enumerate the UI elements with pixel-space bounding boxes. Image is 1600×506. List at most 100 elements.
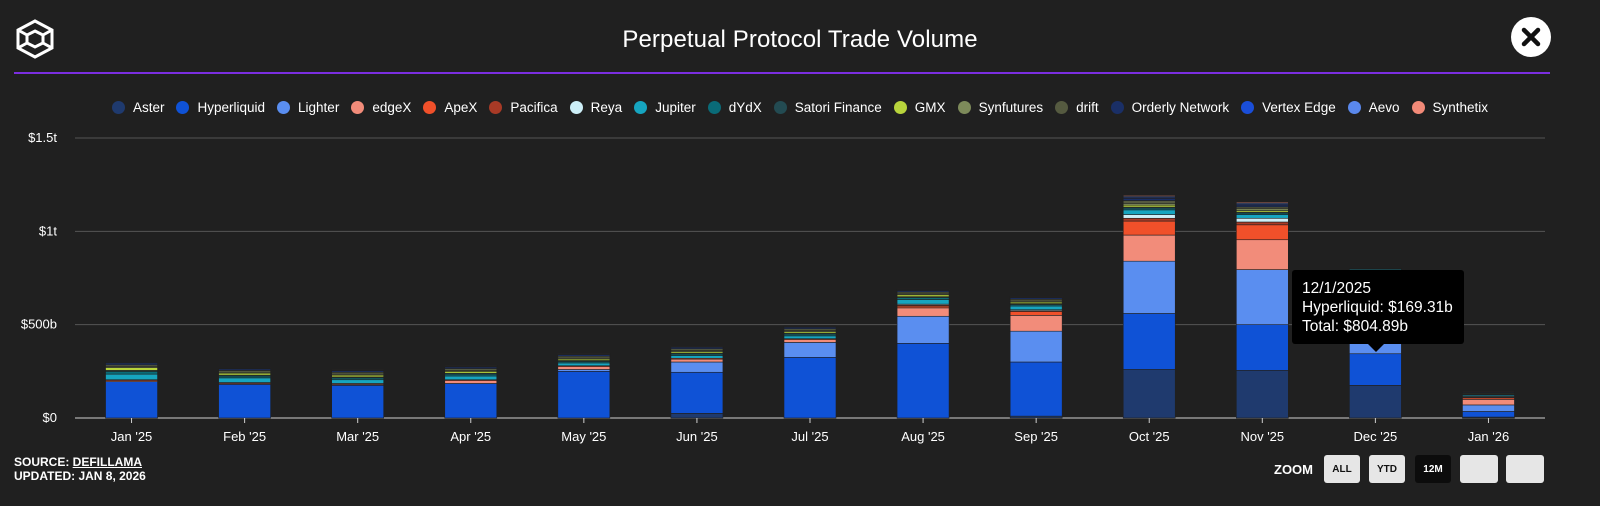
bar-segment-jupiter[interactable] — [1236, 214, 1289, 219]
zoom-extra-button-1[interactable] — [1460, 455, 1498, 483]
bar-segment-edgex[interactable] — [1462, 399, 1515, 406]
legend-dot-icon — [957, 100, 971, 114]
legend-item-drift[interactable]: drift — [1055, 98, 1099, 116]
bar-segment-synthetix[interactable] — [670, 345, 724, 347]
bar-segment-hyperliquid[interactable] — [1349, 353, 1402, 386]
bar-segment-jupiter[interactable] — [1122, 209, 1176, 215]
bar-segment-jupiter[interactable] — [783, 335, 837, 339]
legend-item-aevo[interactable]: Aevo — [1347, 98, 1400, 116]
legend-label: Jupiter — [655, 99, 696, 115]
bar-segment-synthetix[interactable] — [1122, 195, 1176, 197]
bar-segment-reya[interactable] — [1236, 217, 1289, 223]
bar-segment-edgex[interactable] — [1236, 239, 1289, 270]
bar-segment-apex[interactable] — [1236, 224, 1289, 241]
legend-item-gmx[interactable]: GMX — [893, 98, 946, 116]
bar-segment-edgex[interactable] — [1122, 234, 1176, 262]
bar-segment-hyperliquid[interactable] — [1122, 313, 1176, 370]
bar-segment-reya[interactable] — [1122, 214, 1176, 219]
bar-segment-synthetix[interactable] — [896, 288, 950, 290]
bar-segment-aster[interactable] — [1349, 385, 1402, 419]
bar-segment-edgex[interactable] — [670, 358, 724, 363]
bar-segment-edgex[interactable] — [783, 339, 837, 343]
page-title: Perpetual Protocol Trade Volume — [622, 26, 978, 53]
bar-segment-hyperliquid[interactable] — [557, 371, 611, 419]
bar-segment-edgex[interactable] — [896, 307, 950, 317]
bar-segment-lighter[interactable] — [670, 361, 724, 373]
bar-segment-lighter[interactable] — [1236, 269, 1289, 325]
zoom-extra-button-2[interactable] — [1506, 455, 1544, 483]
x-tick-label: Oct '25 — [1129, 429, 1170, 444]
bar-segment-synthetix[interactable] — [218, 366, 271, 369]
legend-item-pacifica[interactable]: Pacifica — [489, 98, 558, 116]
bar-segment-edgex[interactable] — [557, 366, 611, 370]
close-button[interactable] — [1511, 17, 1551, 57]
bar-segment-synthetix[interactable] — [444, 365, 498, 367]
legend-item-synfutures[interactable]: Synfutures — [957, 98, 1043, 116]
bar-segment-gmx[interactable] — [105, 367, 158, 371]
legend-item-jupiter[interactable]: Jupiter — [634, 98, 696, 116]
bar-segment-hyperliquid[interactable] — [783, 357, 837, 419]
bar-segment-hyperliquid[interactable] — [896, 343, 950, 419]
bar-segment-hyperliquid[interactable] — [1009, 361, 1063, 417]
bar-segment-synthetix[interactable] — [105, 360, 158, 363]
legend-item-apex[interactable]: ApeX — [423, 98, 477, 116]
bar-segment-lighter[interactable] — [896, 315, 950, 344]
source-link[interactable]: DEFILLAMA — [72, 455, 142, 469]
bar-segment-dydx[interactable] — [105, 371, 158, 375]
bar-segment-jupiter[interactable] — [670, 355, 724, 359]
bar-segment-jupiter[interactable] — [1009, 305, 1063, 311]
legend-item-lighter[interactable]: Lighter — [277, 98, 339, 116]
bar-segment-hyperliquid[interactable] — [105, 381, 158, 419]
bar-segment-jupiter[interactable] — [896, 299, 950, 305]
legend-item-aster[interactable]: Aster — [111, 98, 164, 116]
bar-segment-synthetix[interactable] — [783, 325, 837, 327]
bar-segment-lighter[interactable] — [783, 342, 837, 358]
legend-label: Satori Finance — [794, 99, 882, 115]
bar-segment-pacifica[interactable] — [1122, 217, 1176, 222]
legend-dot-icon — [773, 100, 787, 114]
bar-segment-aster[interactable] — [1236, 370, 1289, 419]
legend-item-vertex-edge[interactable]: Vertex Edge — [1241, 98, 1336, 116]
bar-segment-synthetix[interactable] — [557, 352, 611, 354]
bar-segment-lighter[interactable] — [1122, 260, 1176, 314]
legend-item-edgex[interactable]: edgeX — [351, 98, 411, 116]
legend-item-hyperliquid[interactable]: Hyperliquid — [176, 98, 265, 116]
bar-segment-hyperliquid[interactable] — [218, 384, 271, 419]
bar-segment-edgex[interactable] — [1009, 315, 1063, 332]
bar-segment-orderly-network[interactable] — [1122, 197, 1176, 201]
bar-segment-hyperliquid[interactable] — [1236, 324, 1289, 371]
bar-segment-aster[interactable] — [1122, 369, 1176, 419]
bar-segment-lighter[interactable] — [1462, 404, 1515, 412]
bar-segment-drift[interactable] — [1122, 200, 1176, 204]
legend-item-satori-finance[interactable]: Satori Finance — [773, 98, 882, 116]
bar-segment-apex[interactable] — [1009, 311, 1063, 316]
bar-segment-synthetix[interactable] — [331, 368, 384, 370]
bar-segment-hyperliquid[interactable] — [670, 371, 724, 414]
x-tick-label: Jan '25 — [111, 429, 153, 444]
legend-item-orderly-network[interactable]: Orderly Network — [1110, 98, 1229, 116]
legend-label: GMX — [914, 99, 946, 115]
bar-segment-jupiter[interactable] — [218, 377, 271, 383]
legend-dot-icon — [569, 100, 583, 114]
zoom-ytd-button[interactable]: YTD — [1369, 455, 1405, 483]
legend-item-reya[interactable]: Reya — [569, 98, 622, 116]
zoom-all-button[interactable]: ALL — [1324, 455, 1360, 483]
chart-tooltip: 12/1/2025 Hyperliquid: $169.31b Total: $… — [1292, 270, 1464, 352]
bar-segment-synthetix[interactable] — [1009, 295, 1063, 297]
bar-segment-apex[interactable] — [1122, 220, 1176, 236]
bar-segment-jupiter[interactable] — [444, 375, 498, 381]
bar-segment-hyperliquid[interactable] — [331, 385, 384, 419]
bar-segment-edgex[interactable] — [444, 380, 498, 384]
legend-item-synthetix[interactable]: Synthetix — [1411, 98, 1488, 116]
legend-item-dydx[interactable]: dYdX — [707, 98, 762, 116]
bar-segment-lighter[interactable] — [1009, 330, 1063, 363]
bar-segment-hyperliquid[interactable] — [444, 383, 498, 419]
bar-segment-synthetix[interactable] — [1236, 201, 1289, 204]
bar-segment-hyperliquid[interactable] — [1462, 411, 1515, 418]
bar-segment-aster[interactable] — [670, 413, 724, 419]
bar-segment-jupiter[interactable] — [557, 362, 611, 367]
zoom-12m-button[interactable]: 12M — [1415, 455, 1451, 483]
bar-segment-jupiter[interactable] — [105, 373, 158, 381]
bar-segment-jupiter[interactable] — [331, 379, 384, 384]
bar-segment-pacifica[interactable] — [1236, 221, 1289, 226]
